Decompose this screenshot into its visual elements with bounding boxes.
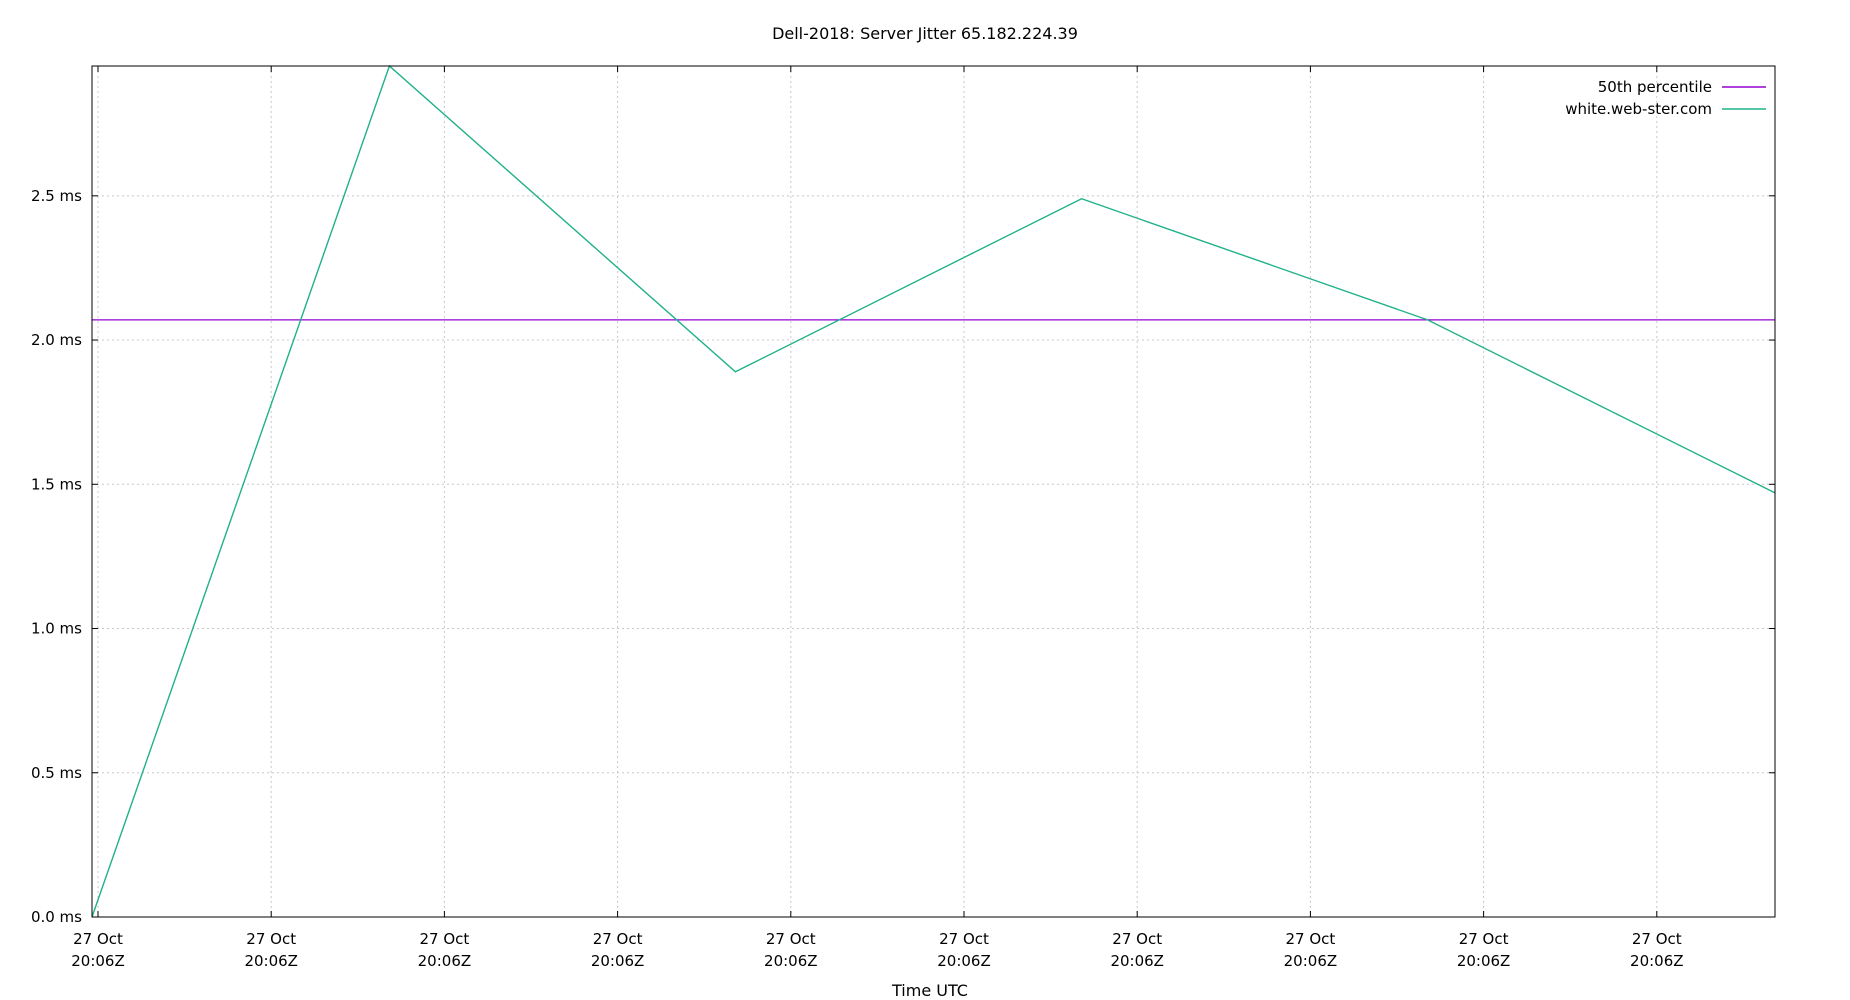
x-tick-label-date: 27 Oct xyxy=(1286,930,1336,948)
x-tick-label-date: 27 Oct xyxy=(939,930,989,948)
legend-label: 50th percentile xyxy=(1598,78,1712,96)
x-tick-label-date: 27 Oct xyxy=(246,930,296,948)
x-tick-label-date: 27 Oct xyxy=(1632,930,1682,948)
x-tick-label-time: 20:06Z xyxy=(244,952,298,970)
axis-ticks: 0.0 ms 0.5 ms 1.0 ms 1.5 ms 2.0 ms 2.5 ms 27 O… xyxy=(31,66,1775,970)
x-tick-label-time: 20:06Z xyxy=(1630,952,1684,970)
chart-title: Dell-2018: Server Jitter 65.182.224.39 xyxy=(772,24,1078,43)
x-tick-label-date: 27 Oct xyxy=(420,930,470,948)
x-tick-label-date: 27 Oct xyxy=(766,930,816,948)
plot-frame xyxy=(91,65,1776,918)
plot-area xyxy=(91,64,1776,918)
x-tick-label-time: 20:06Z xyxy=(418,952,472,970)
x-tick-label-date: 27 Oct xyxy=(1459,930,1509,948)
x-tick-label-time: 20:06Z xyxy=(1110,952,1164,970)
grid xyxy=(92,66,1775,917)
y-tick-label: 2.0 ms xyxy=(31,331,82,349)
y-tick-label: 1.5 ms xyxy=(31,475,82,493)
x-tick-label-time: 20:06Z xyxy=(764,952,818,970)
x-tick-label-date: 27 Oct xyxy=(593,930,643,948)
y-tick-label: 0.5 ms xyxy=(31,764,82,782)
x-tick-label-time: 20:06Z xyxy=(1284,952,1338,970)
legend: 50th percentile white.web-ster.com xyxy=(1565,78,1766,118)
series-line-white-web-ster xyxy=(91,64,1776,918)
x-axis-label: Time UTC xyxy=(891,981,968,1000)
x-tick-label-date: 27 Oct xyxy=(1112,930,1162,948)
x-tick-label-time: 20:06Z xyxy=(591,952,645,970)
legend-label: white.web-ster.com xyxy=(1565,100,1712,118)
x-tick-label-time: 20:06Z xyxy=(71,952,125,970)
x-tick-label-date: 27 Oct xyxy=(73,930,123,948)
x-tick-label-time: 20:06Z xyxy=(1457,952,1511,970)
x-tick-label-time: 20:06Z xyxy=(937,952,991,970)
y-tick-label: 0.0 ms xyxy=(31,908,82,926)
y-tick-label: 2.5 ms xyxy=(31,187,82,205)
y-tick-label: 1.0 ms xyxy=(31,620,82,638)
